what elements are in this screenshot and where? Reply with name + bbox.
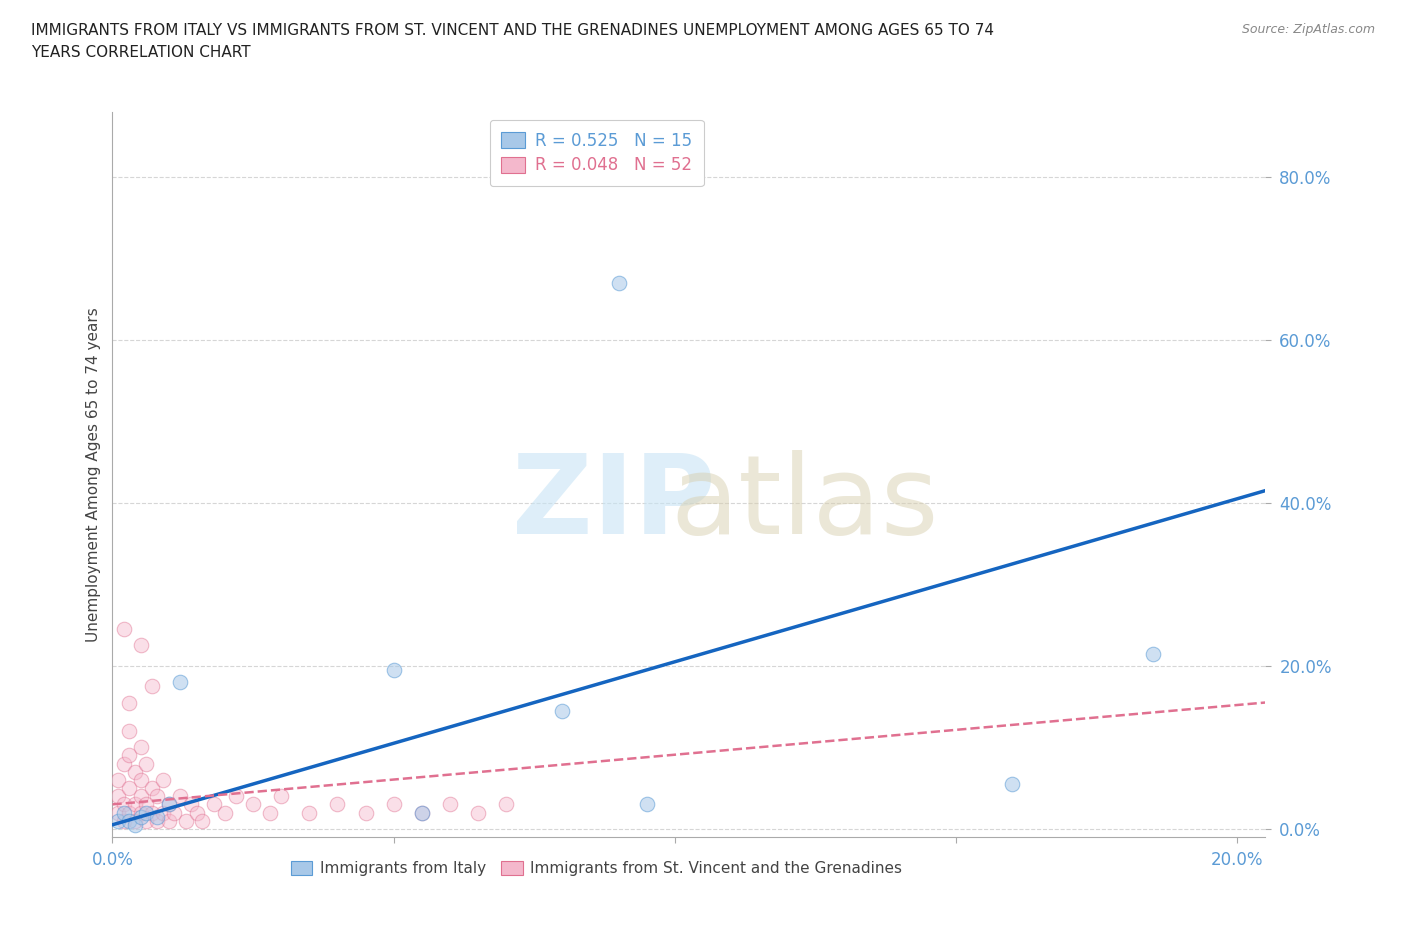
Point xyxy=(129,638,152,653)
Point xyxy=(152,805,174,820)
Point xyxy=(1142,646,1164,661)
Point xyxy=(298,805,321,820)
Point xyxy=(157,797,180,812)
Point xyxy=(112,805,135,820)
Point xyxy=(163,805,186,820)
Point xyxy=(202,797,225,812)
Point xyxy=(180,797,202,812)
Point xyxy=(607,275,630,290)
Point xyxy=(118,805,141,820)
Point xyxy=(129,805,152,820)
Text: Source: ZipAtlas.com: Source: ZipAtlas.com xyxy=(1241,23,1375,36)
Point xyxy=(135,813,157,828)
Point xyxy=(129,740,152,755)
Point xyxy=(141,780,163,795)
Point xyxy=(191,813,214,828)
Point xyxy=(141,679,163,694)
Point xyxy=(118,813,141,828)
Point xyxy=(135,756,157,771)
Point xyxy=(146,813,169,828)
Point xyxy=(107,773,129,788)
Text: IMMIGRANTS FROM ITALY VS IMMIGRANTS FROM ST. VINCENT AND THE GRENADINES UNEMPLOY: IMMIGRANTS FROM ITALY VS IMMIGRANTS FROM… xyxy=(31,23,994,38)
Point xyxy=(107,813,129,828)
Point xyxy=(141,805,163,820)
Point xyxy=(152,773,174,788)
Point xyxy=(146,809,169,824)
Y-axis label: Unemployment Among Ages 65 to 74 years: Unemployment Among Ages 65 to 74 years xyxy=(86,307,101,642)
Point xyxy=(169,789,191,804)
Text: ZIP: ZIP xyxy=(512,450,716,557)
Point xyxy=(495,797,517,812)
Point xyxy=(439,797,461,812)
Point xyxy=(124,813,146,828)
Point xyxy=(107,789,129,804)
Point xyxy=(157,813,180,828)
Point xyxy=(135,805,157,820)
Point xyxy=(259,805,281,820)
Point xyxy=(157,797,180,812)
Point xyxy=(112,756,135,771)
Point xyxy=(382,797,405,812)
Point xyxy=(242,797,264,812)
Point xyxy=(382,662,405,677)
Point xyxy=(124,817,146,832)
Point xyxy=(225,789,247,804)
Point xyxy=(135,797,157,812)
Point xyxy=(174,813,197,828)
Point xyxy=(467,805,489,820)
Point xyxy=(354,805,377,820)
Point xyxy=(214,805,236,820)
Point xyxy=(118,724,141,738)
Point xyxy=(129,789,152,804)
Text: atlas: atlas xyxy=(671,450,938,557)
Point xyxy=(551,703,574,718)
Legend: Immigrants from Italy, Immigrants from St. Vincent and the Grenadines: Immigrants from Italy, Immigrants from S… xyxy=(284,853,910,884)
Point xyxy=(112,622,135,637)
Point xyxy=(112,813,135,828)
Point xyxy=(169,674,191,689)
Point xyxy=(124,764,146,779)
Point xyxy=(129,773,152,788)
Point xyxy=(129,809,152,824)
Point xyxy=(636,797,658,812)
Point xyxy=(118,780,141,795)
Point xyxy=(112,797,135,812)
Point xyxy=(326,797,349,812)
Point xyxy=(118,695,141,710)
Point xyxy=(411,805,433,820)
Point xyxy=(186,805,208,820)
Text: YEARS CORRELATION CHART: YEARS CORRELATION CHART xyxy=(31,45,250,60)
Point xyxy=(1001,777,1024,791)
Point xyxy=(124,797,146,812)
Point xyxy=(146,789,169,804)
Point xyxy=(118,748,141,763)
Point xyxy=(107,805,129,820)
Point xyxy=(411,805,433,820)
Point xyxy=(270,789,292,804)
